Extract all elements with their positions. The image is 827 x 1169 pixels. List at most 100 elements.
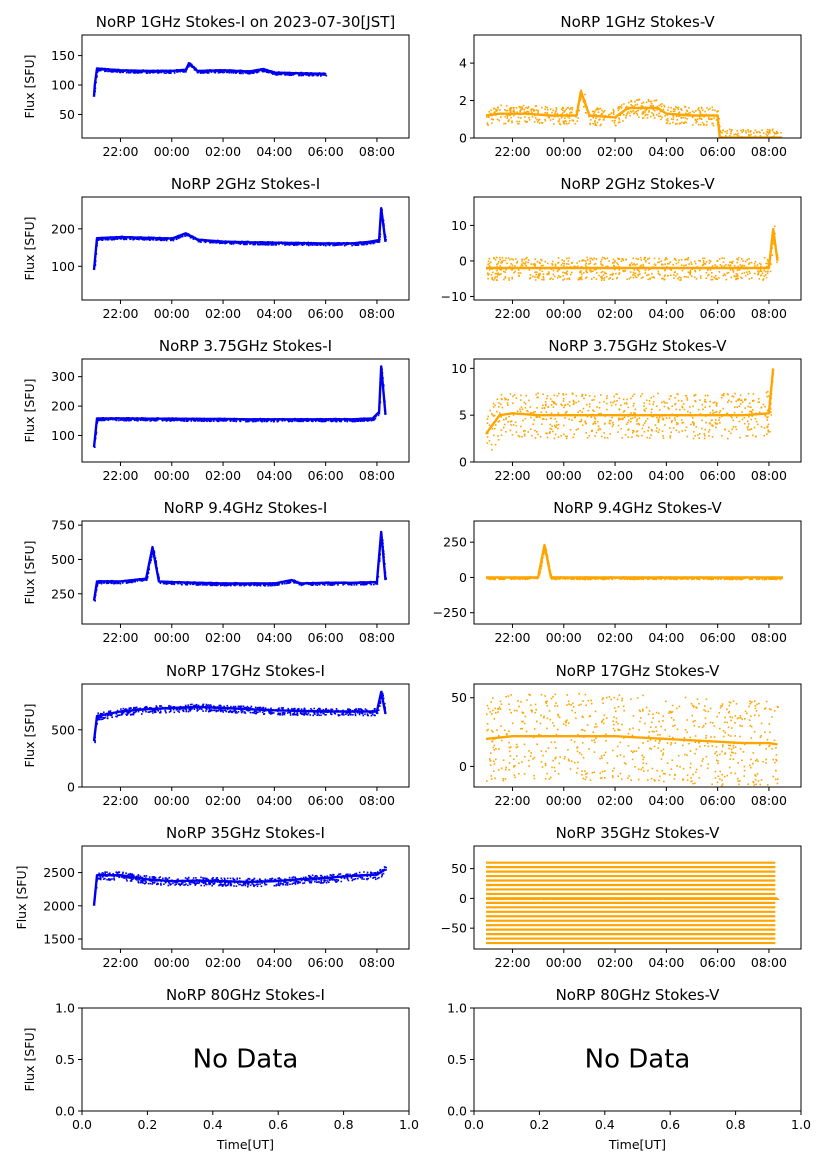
y-tick-label: 0	[67, 780, 75, 795]
x-tick-label: 0.8	[726, 1117, 746, 1132]
y-tick-label: −10	[441, 289, 467, 304]
axes-frame	[473, 520, 802, 625]
y-tick-label: 2000	[43, 898, 75, 913]
x-tick-label: 00:00	[546, 306, 582, 321]
panel-p4-v: NoRP 9.4GHz Stokes-V −250 0 250 22:00 00:00 02…	[433, 499, 802, 645]
panel-p2-i: NoRP 2GHz Stokes-I 100 200 22:00 00:00 02:00 0…	[22, 175, 410, 321]
axes-frame	[473, 683, 802, 788]
x-tick-label: 08:00	[751, 630, 787, 645]
x-tick-label: 02:00	[205, 955, 241, 970]
axes-frame	[81, 196, 410, 301]
y-axis-label: Flux [SFU]	[22, 704, 37, 768]
series-points	[486, 89, 782, 138]
plot-area	[92, 206, 387, 271]
x-tick-label: 02:00	[597, 144, 633, 159]
panel-title: NoRP 9.4GHz Stokes-I	[164, 499, 328, 517]
series-points	[486, 545, 783, 581]
x-tick-label: 0.6	[268, 1117, 288, 1132]
x-tick-label: 02:00	[205, 468, 241, 483]
x-tick-label: 08:00	[359, 793, 395, 808]
panel-p3-i: NoRP 3.75GHz Stokes-I 100 200 300 22:00 00:00…	[22, 337, 410, 483]
x-tick-label: 06:00	[700, 630, 736, 645]
x-tick-label: 22:00	[494, 468, 530, 483]
series-points	[94, 62, 328, 93]
y-axis-label: Flux [SFU]	[22, 379, 37, 443]
series-points	[95, 866, 387, 889]
x-tick-label: 00:00	[546, 955, 582, 970]
x-tick-label: 06:00	[700, 468, 736, 483]
y-tick-label: 200	[51, 221, 75, 236]
y-tick-label: 50	[59, 107, 75, 122]
y-tick-label: 100	[51, 259, 75, 274]
panel-title: NoRP 17GHz Stokes-V	[556, 662, 721, 680]
panel-title: NoRP 80GHz Stokes-V	[556, 986, 721, 1004]
x-tick-label: 04:00	[256, 793, 292, 808]
x-tick-label: 04:00	[648, 306, 684, 321]
axes-frame	[81, 358, 410, 463]
y-tick-label: 0.0	[447, 1104, 467, 1119]
y-tick-label: 50	[451, 861, 467, 876]
x-tick-label: 08:00	[751, 144, 787, 159]
x-tick-label: 0.4	[595, 1117, 615, 1132]
y-tick-label: 1.0	[447, 1001, 467, 1016]
x-tick-label: 02:00	[205, 306, 241, 321]
panel-title: NoRP 35GHz Stokes-I	[166, 824, 325, 842]
y-tick-label: 500	[51, 552, 75, 567]
series-points	[486, 225, 779, 281]
x-tick-label: 00:00	[546, 468, 582, 483]
x-tick-label: 08:00	[359, 468, 395, 483]
x-axis-label: Time[UT]	[608, 1137, 666, 1152]
x-tick-label: 08:00	[359, 144, 395, 159]
x-tick-label: 06:00	[308, 793, 344, 808]
y-axis-label: Flux [SFU]	[22, 1028, 37, 1092]
x-tick-label: 06:00	[700, 144, 736, 159]
x-tick-label: 22:00	[102, 144, 138, 159]
x-tick-label: 04:00	[648, 630, 684, 645]
panel-title: NoRP 3.75GHz Stokes-V	[548, 337, 727, 355]
axes-frame	[81, 845, 410, 950]
x-tick-label: 00:00	[546, 144, 582, 159]
y-tick-label: 1.0	[55, 1001, 75, 1016]
y-tick-label: 750	[51, 518, 75, 533]
y-axis-label: Flux [SFU]	[22, 55, 37, 119]
axes-frame	[473, 845, 802, 950]
series-points	[94, 209, 387, 266]
y-tick-label: 0.5	[55, 1052, 75, 1067]
series-line	[92, 62, 326, 97]
x-tick-label: 06:00	[700, 306, 736, 321]
y-tick-label: −250	[433, 605, 467, 620]
panel-p2-v: NoRP 2GHz Stokes-V −10 0 10 22:00 00:00 02:00 0…	[441, 175, 802, 321]
x-tick-label: 22:00	[102, 468, 138, 483]
series-line	[92, 690, 387, 742]
y-axis-label: Flux [SFU]	[14, 866, 29, 930]
x-axis-label: Time[UT]	[216, 1137, 274, 1152]
panel-p1-v: NoRP 1GHz Stokes-V 0 2 4 22:00 00:00 02:00 04:0…	[459, 13, 802, 159]
y-tick-label: 200	[51, 399, 75, 414]
y-axis-label: Flux [SFU]	[22, 217, 37, 281]
x-tick-label: 04:00	[256, 468, 292, 483]
x-tick-label: 02:00	[597, 630, 633, 645]
plot-area	[485, 368, 775, 451]
y-tick-label: 150	[51, 48, 75, 63]
x-tick-label: 00:00	[154, 793, 190, 808]
y-tick-label: 300	[51, 369, 75, 384]
panel-p6-i: NoRP 35GHz Stokes-I 1500 2000 2500 22:00 00:0…	[14, 824, 410, 970]
y-tick-label: −50	[441, 921, 467, 936]
x-tick-label: 06:00	[700, 793, 736, 808]
panel-p5-i: NoRP 17GHz Stokes-I 0 500 22:00 00:00 02:00 04…	[22, 662, 410, 808]
x-tick-label: 22:00	[102, 306, 138, 321]
x-tick-label: 08:00	[359, 630, 395, 645]
x-tick-label: 00:00	[154, 630, 190, 645]
panel-title: NoRP 9.4GHz Stokes-V	[553, 499, 722, 517]
y-tick-label: 0	[459, 891, 467, 906]
panel-p7-v: No Data NoRP 80GHz Stokes-V 0.0 0.5 1.0 0.0 0.…	[447, 986, 811, 1152]
no-data-text: No Data	[193, 1045, 299, 1075]
x-tick-label: 00:00	[154, 144, 190, 159]
plot-area	[92, 690, 387, 744]
panel-p4-i: NoRP 9.4GHz Stokes-I 250 500 750 22:00 00:00 0…	[22, 499, 410, 645]
axes-frame	[81, 34, 410, 139]
x-tick-label: 04:00	[256, 955, 292, 970]
axes-frame	[81, 683, 410, 788]
x-tick-label: 0.4	[203, 1117, 223, 1132]
